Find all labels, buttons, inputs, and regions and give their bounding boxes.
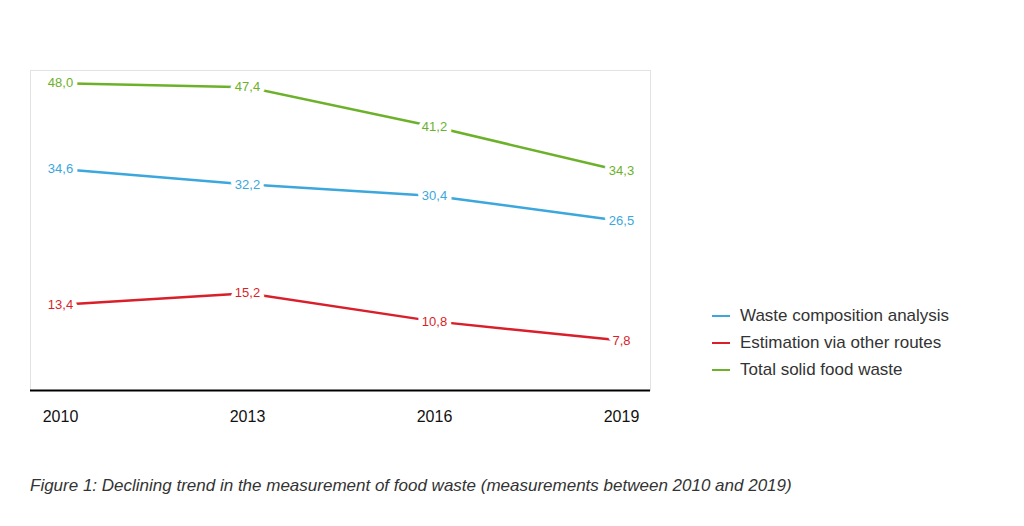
svg-text:13,4: 13,4 [48,297,73,312]
html-text:Figure 1: Declining trend in t: Figure 1: Declining trend in the measure… [30,476,792,495]
html-text:Estimation via other routes: Estimation via other routes [740,332,942,352]
svg-text:26,5: 26,5 [609,213,634,228]
html-text:Total solid food waste: Total solid food waste [740,359,903,379]
svg-text:7,8: 7,8 [612,333,630,348]
svg-text:2013: 2013 [230,408,266,425]
svg-text:10,8: 10,8 [422,314,447,329]
svg-text:15,2: 15,2 [235,285,260,300]
svg-text:2019: 2019 [604,408,640,425]
svg-text:47,4: 47,4 [235,79,260,94]
svg-text:2010: 2010 [43,408,79,425]
svg-text:34,6: 34,6 [48,161,73,176]
svg-text:32,2: 32,2 [235,177,260,192]
svg-text:48,0: 48,0 [48,75,73,90]
svg-text:30,4: 30,4 [422,188,447,203]
svg-text:2016: 2016 [417,408,453,425]
svg-text:41,2: 41,2 [422,119,447,134]
html-text:Waste composition analysis: Waste composition analysis [740,305,950,325]
svg-text:34,3: 34,3 [609,163,634,178]
